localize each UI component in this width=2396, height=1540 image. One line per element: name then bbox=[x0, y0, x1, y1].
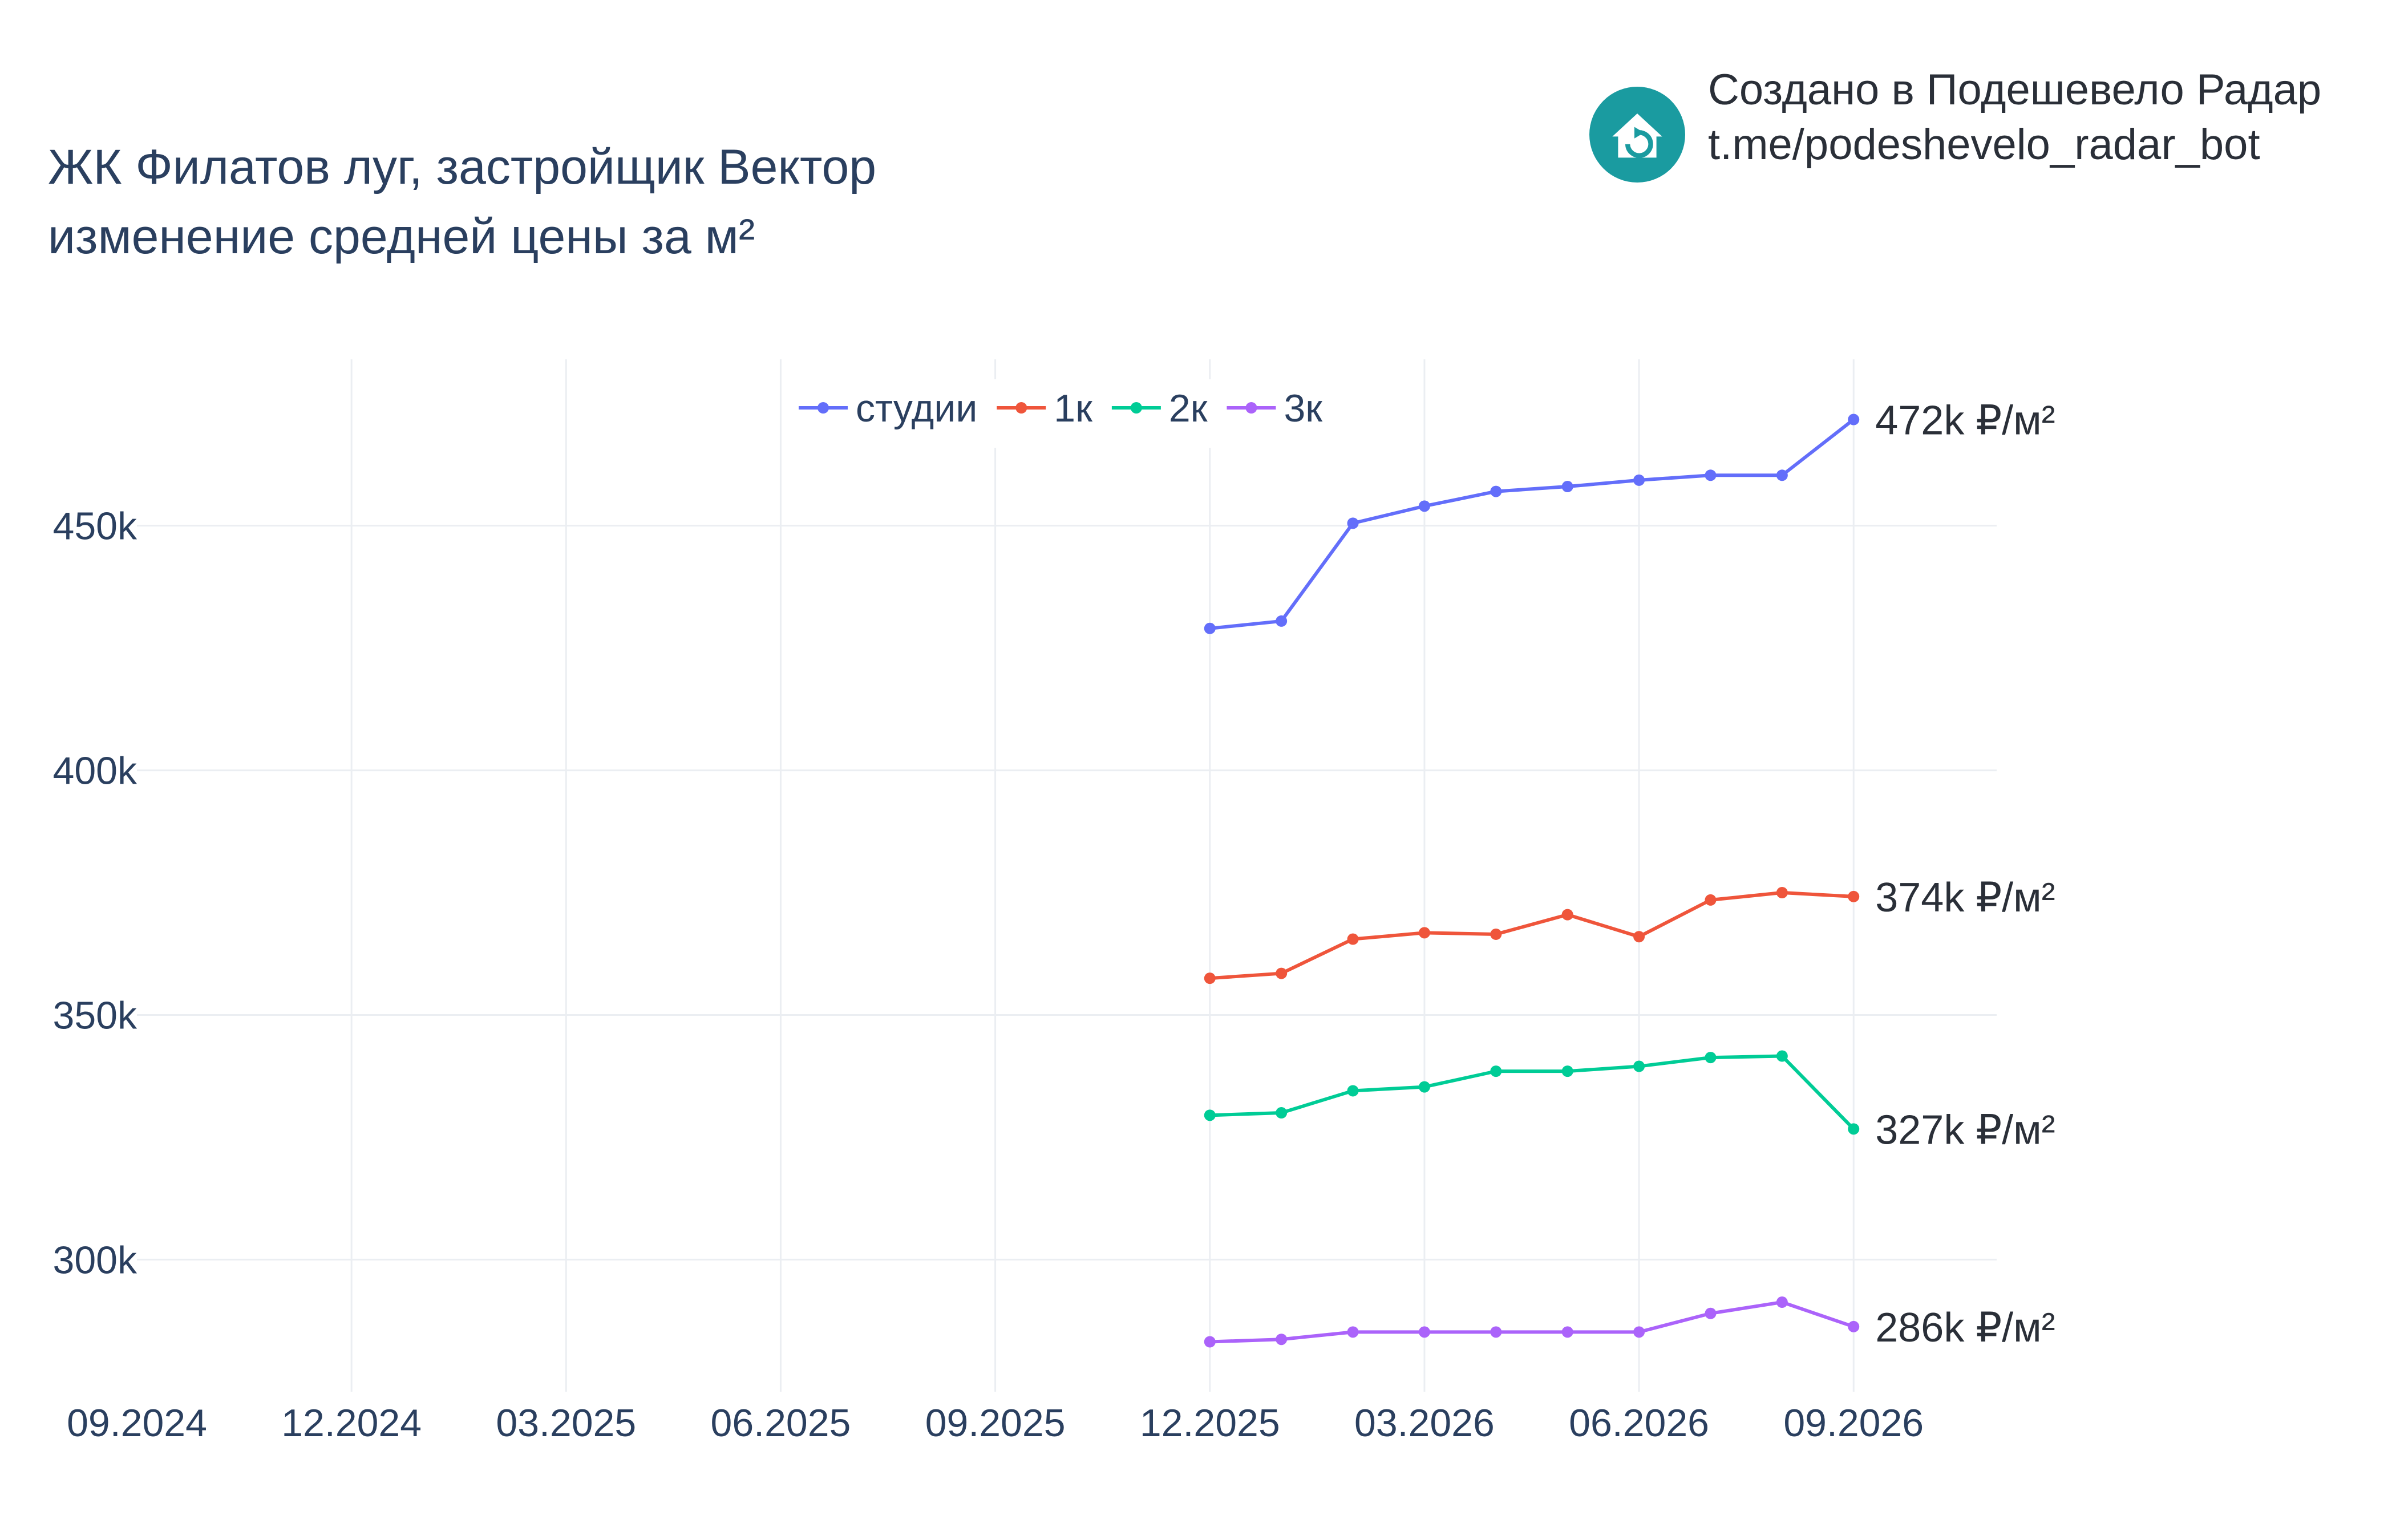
data-point bbox=[1490, 1326, 1502, 1338]
data-point bbox=[1561, 1326, 1573, 1338]
legend-background bbox=[782, 379, 1352, 448]
legend-swatch-marker bbox=[1015, 402, 1027, 414]
data-point bbox=[1561, 481, 1573, 493]
x-tick-label: 03.2025 bbox=[496, 1401, 636, 1445]
end-value-label: 327k ₽/м² bbox=[1875, 1107, 2055, 1153]
data-point bbox=[1418, 927, 1430, 939]
chart-title-line2: изменение средней цены за м² bbox=[48, 209, 755, 264]
data-point bbox=[1848, 414, 1860, 425]
y-tick-label: 450k bbox=[53, 505, 137, 548]
data-point bbox=[1347, 933, 1359, 945]
data-point bbox=[1418, 1081, 1430, 1093]
chart-title: ЖК Филатов луг, застройщик Вектор измене… bbox=[48, 132, 876, 271]
end-value-label: 286k ₽/м² bbox=[1875, 1305, 2055, 1351]
data-point bbox=[1705, 894, 1717, 906]
end-value-label: 472k ₽/м² bbox=[1875, 398, 2055, 444]
grid bbox=[137, 359, 1997, 1392]
data-point bbox=[1204, 972, 1216, 984]
data-point bbox=[1633, 1060, 1645, 1072]
x-tick-label: 12.2024 bbox=[281, 1401, 422, 1445]
legend-swatch-marker bbox=[817, 402, 829, 414]
legend[interactable]: студии 1к 2к 3к bbox=[782, 379, 1352, 448]
data-point bbox=[1204, 1336, 1216, 1348]
legend-swatch-marker bbox=[1130, 402, 1142, 414]
house-refresh-icon bbox=[1589, 87, 1685, 183]
y-axis-ticks: 300k 350k 400k 450k bbox=[53, 505, 137, 1282]
data-point bbox=[1848, 1123, 1860, 1135]
data-point bbox=[1633, 931, 1645, 943]
x-axis-ticks: 09.2024 12.2024 03.2025 06.2025 09.2025 12.20… bbox=[67, 1401, 1924, 1445]
y-tick-label: 300k bbox=[53, 1238, 137, 1282]
data-point bbox=[1490, 485, 1502, 497]
data-point bbox=[1633, 1326, 1645, 1338]
legend-item[interactable]: 3к bbox=[1227, 387, 1323, 430]
data-point bbox=[1705, 1307, 1717, 1319]
series-1: 374k ₽/м² bbox=[1204, 875, 2055, 984]
data-point bbox=[1276, 615, 1288, 627]
data-point bbox=[1848, 1320, 1860, 1332]
data-point bbox=[1705, 1052, 1717, 1064]
data-point bbox=[1561, 909, 1573, 921]
data-point bbox=[1276, 1107, 1288, 1119]
data-point bbox=[1276, 1334, 1288, 1346]
x-tick-label: 09.2026 bbox=[1783, 1401, 1924, 1445]
data-point bbox=[1776, 887, 1788, 899]
series-0: 472k ₽/м² bbox=[1204, 398, 2055, 634]
data-point bbox=[1776, 469, 1788, 481]
data-point bbox=[1705, 469, 1717, 481]
legend-item[interactable]: 2к bbox=[1111, 387, 1208, 430]
data-point bbox=[1276, 967, 1288, 979]
data-point bbox=[1848, 890, 1860, 902]
series-line bbox=[1209, 891, 1854, 980]
branding-line2: t.me/podeshevelo_radar_bot bbox=[1708, 120, 2260, 169]
legend-label: 1к bbox=[1054, 387, 1093, 430]
x-tick-label: 09.2025 bbox=[925, 1401, 1066, 1445]
x-tick-label: 09.2024 bbox=[67, 1401, 207, 1445]
legend-label: 2к bbox=[1169, 387, 1208, 430]
legend-label: 3к bbox=[1284, 387, 1323, 430]
y-tick-label: 350k bbox=[53, 994, 137, 1037]
data-point bbox=[1776, 1296, 1788, 1308]
series-line bbox=[1209, 1054, 1855, 1130]
data-point bbox=[1490, 1065, 1502, 1077]
data-point bbox=[1204, 1109, 1216, 1121]
chart-title-line1: ЖК Филатов луг, застройщик Вектор bbox=[48, 140, 877, 194]
series-lines: 472k ₽/м² 374k ₽/м² 327k ₽/м² 286k ₽/м² bbox=[1204, 398, 2055, 1351]
y-tick-label: 400k bbox=[53, 749, 137, 793]
branding-line1: Создано в Подешевело Радар bbox=[1708, 66, 2322, 114]
data-point bbox=[1347, 1085, 1359, 1097]
data-point bbox=[1347, 517, 1359, 529]
series-3: 286k ₽/м² bbox=[1204, 1296, 2055, 1351]
data-point bbox=[1347, 1326, 1359, 1338]
series-2: 327k ₽/м² bbox=[1204, 1050, 2055, 1153]
data-point bbox=[1776, 1050, 1788, 1062]
series-line bbox=[1209, 1300, 1855, 1344]
data-point bbox=[1204, 622, 1216, 634]
data-point bbox=[1561, 1065, 1573, 1077]
data-point bbox=[1418, 500, 1430, 512]
x-tick-label: 06.2025 bbox=[711, 1401, 851, 1445]
x-tick-label: 12.2025 bbox=[1140, 1401, 1280, 1445]
x-tick-label: 06.2026 bbox=[1569, 1401, 1709, 1445]
legend-item[interactable]: 1к bbox=[997, 387, 1093, 430]
legend-swatch-marker bbox=[1245, 402, 1257, 414]
x-tick-label: 03.2026 bbox=[1354, 1401, 1495, 1445]
legend-label: студии bbox=[856, 387, 977, 430]
branding: Создано в Подешевело Радар t.me/podeshev… bbox=[1708, 63, 2321, 172]
data-point bbox=[1418, 1326, 1430, 1338]
data-point bbox=[1633, 474, 1645, 486]
end-value-label: 374k ₽/м² bbox=[1875, 875, 2055, 921]
series-line bbox=[1209, 418, 1855, 630]
data-point bbox=[1490, 928, 1502, 940]
legend-item[interactable]: студии bbox=[799, 387, 977, 430]
